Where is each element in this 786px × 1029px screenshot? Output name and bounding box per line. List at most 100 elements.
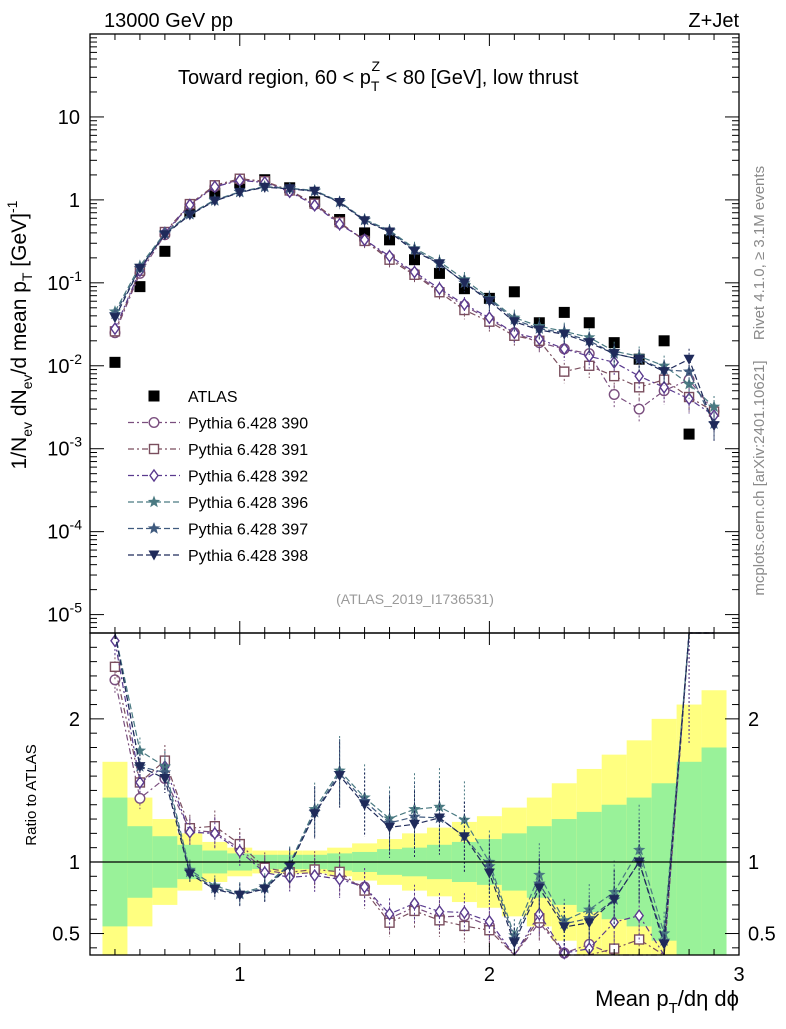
series-6-point bbox=[259, 182, 271, 193]
header-right: Z+Jet bbox=[688, 10, 739, 32]
series-6-ratio-point bbox=[234, 890, 246, 901]
series-2-ratio-point bbox=[109, 661, 121, 673]
legend-label: Pythia 6.428 397 bbox=[188, 522, 308, 539]
series-6-point bbox=[159, 230, 171, 241]
series-1-point bbox=[608, 389, 620, 401]
series-3-ratio-point bbox=[634, 908, 645, 923]
legend-marker bbox=[147, 522, 161, 534]
series-3-ratio-point bbox=[534, 907, 545, 921]
series-3-point bbox=[634, 369, 645, 383]
series-3-ratio-point bbox=[459, 905, 470, 920]
series-6-ratio-point bbox=[259, 884, 271, 895]
series-6-point bbox=[134, 263, 146, 274]
series-3-ratio-point bbox=[384, 907, 395, 921]
series-3-point bbox=[384, 249, 395, 263]
series-1-point bbox=[633, 403, 645, 415]
legend-label: Pythia 6.428 392 bbox=[188, 469, 308, 486]
ratio-tick-label-right: 0.5 bbox=[748, 924, 776, 946]
y-tick-label: 10-2 bbox=[47, 351, 82, 378]
series-6-ratio-point bbox=[608, 895, 620, 906]
title-tail: < 80 [GeV], low thrust bbox=[380, 67, 579, 89]
series-6-ratio-point bbox=[209, 884, 221, 895]
series-0-point bbox=[433, 267, 445, 279]
series-6-point bbox=[209, 196, 221, 207]
legend-item-0: ATLAS bbox=[148, 389, 238, 406]
series-6-ratio-point bbox=[558, 922, 570, 933]
series-6-ratio-point bbox=[658, 939, 670, 950]
series-0-point bbox=[658, 335, 670, 347]
analysis-id: (ATLAS_2019_I1736531) bbox=[336, 591, 494, 607]
series-6-point bbox=[533, 325, 545, 336]
series-6-point bbox=[409, 246, 420, 257]
series-0-point bbox=[359, 227, 371, 239]
series-6-point bbox=[508, 317, 520, 328]
y-tick-label: 1 bbox=[69, 190, 80, 212]
y-tick-label: 10-5 bbox=[47, 600, 82, 627]
ratio-band-inner bbox=[676, 761, 702, 955]
series-6-ratio-point bbox=[483, 868, 495, 879]
series-0-point bbox=[159, 245, 171, 257]
series-3-ratio-point bbox=[184, 825, 195, 839]
x-axis-label: Mean pT/dη dϕ bbox=[595, 986, 739, 1017]
series-3-ratio-point bbox=[484, 914, 495, 929]
series-6-ratio-point bbox=[533, 883, 545, 894]
series-0-point bbox=[384, 234, 396, 246]
x-tick-label: 3 bbox=[733, 964, 744, 986]
side-rivet-label: Rivet 4.1.0, ≥ 3.1M events bbox=[751, 166, 768, 340]
series-3-point bbox=[359, 233, 370, 247]
series-3-ratio-point bbox=[434, 904, 445, 919]
legend-marker bbox=[149, 468, 159, 483]
series-3-ratio-point bbox=[234, 844, 245, 858]
series-3-ratio-point bbox=[359, 880, 370, 894]
series-1-ratio-point bbox=[134, 792, 146, 804]
series-3-ratio-point bbox=[409, 896, 420, 911]
series-3-ratio-point bbox=[135, 775, 145, 790]
series-6-point bbox=[309, 186, 321, 197]
ratio-tick-label-left: 1 bbox=[69, 852, 80, 874]
series-6-point bbox=[483, 296, 495, 307]
y-tick-label: 10-1 bbox=[47, 268, 82, 295]
series-3-point bbox=[559, 342, 570, 356]
series-0-point bbox=[683, 428, 695, 440]
legend-marker bbox=[147, 495, 161, 508]
legend-item-1: Pythia 6.428 390 bbox=[128, 416, 308, 433]
series-6-main bbox=[109, 182, 720, 441]
legend-marker bbox=[148, 417, 160, 429]
title-main: Toward region, 60 < p bbox=[178, 67, 371, 89]
series-6-ratio-point bbox=[409, 819, 420, 830]
series-4-ratio-point bbox=[133, 744, 147, 756]
legend-label: Pythia 6.428 390 bbox=[188, 416, 308, 433]
y-axis-label: 1/Nev dNev/d mean pT [GeV]-1 bbox=[4, 200, 35, 469]
series-6-ratio-point bbox=[458, 832, 470, 843]
x-tick-label: 2 bbox=[484, 964, 495, 986]
series-6-ratio-point bbox=[134, 762, 146, 773]
series-0-point bbox=[508, 286, 520, 298]
legend-item-2: Pythia 6.428 391 bbox=[128, 442, 308, 459]
series-6-ratio-point bbox=[309, 809, 321, 820]
series-0-point bbox=[558, 306, 570, 318]
series-3-point bbox=[209, 180, 220, 194]
series-3-point bbox=[584, 349, 595, 364]
series-6-point bbox=[633, 354, 645, 365]
ratio-tick-label-left: 2 bbox=[69, 709, 80, 731]
legend-marker bbox=[148, 390, 160, 402]
series-3-point bbox=[459, 297, 470, 312]
ratio-y-label: Ratio to ATLAS bbox=[23, 744, 40, 845]
legend-item-4: Pythia 6.428 396 bbox=[128, 495, 308, 512]
series-6-point bbox=[359, 216, 371, 227]
series-5-point bbox=[682, 365, 696, 377]
side-mcplots-label: mcplots.cern.ch [arXiv:2401.10621] bbox=[751, 360, 768, 595]
series-6-point bbox=[583, 338, 595, 349]
header-left: 13000 GeV pp bbox=[104, 10, 233, 32]
series-4-point bbox=[707, 400, 721, 413]
series-6-point bbox=[658, 367, 670, 378]
series-6-ratio-point bbox=[583, 918, 595, 929]
series-6-ratio-point bbox=[184, 869, 196, 880]
series-6-point bbox=[683, 354, 695, 365]
series-6-point bbox=[558, 329, 570, 340]
series-3-point bbox=[434, 281, 445, 296]
chart-title: Toward region, 60 < pTZ < 80 [GeV], low … bbox=[178, 58, 579, 94]
ratio-tick-label-left: 0.5 bbox=[52, 924, 80, 946]
series-3-point bbox=[334, 217, 345, 231]
